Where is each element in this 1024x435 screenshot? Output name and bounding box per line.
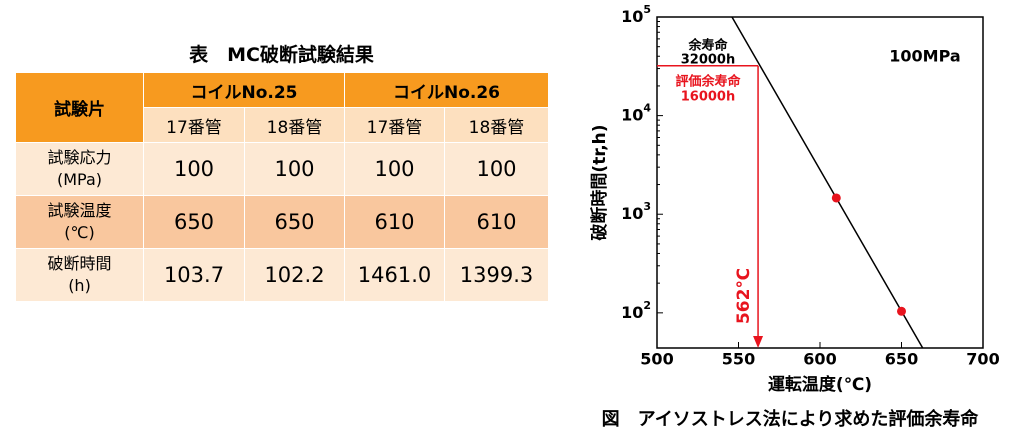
row-label: 試験応力 (MPa) <box>15 142 144 196</box>
row-label: 試験温度 (℃) <box>15 195 144 249</box>
row-label-line: 試験応力 <box>47 148 112 167</box>
x-tick-label: 500 <box>640 350 673 369</box>
header-row: 試験片 コイルNo.25 コイルNo.26 <box>15 72 549 143</box>
data-point <box>831 193 841 203</box>
annotation: 評価余寿命 <box>675 74 741 90</box>
cell: 1461.0 <box>344 248 445 302</box>
x-tick-label: 650 <box>885 350 918 369</box>
cell: 650 <box>143 195 245 249</box>
row-label-line: (℃) <box>64 223 95 242</box>
row: 試験応力 (MPa) 100 100 100 100 <box>15 142 549 196</box>
subheader-cell: 17番管 <box>143 107 245 143</box>
table-title: 表 MC破断試験結果 <box>189 44 374 66</box>
cell: 100 <box>143 142 245 196</box>
subheader-cell: 18番管 <box>444 107 549 143</box>
data-point <box>897 306 906 316</box>
x-tick-label: 550 <box>722 350 755 369</box>
x-tick-label: 700 <box>966 350 999 369</box>
y-tick-label: 103 <box>621 200 651 223</box>
annotation: 16000h <box>681 90 735 105</box>
cell: 100 <box>244 142 345 196</box>
y-tick-label: 105 <box>621 3 651 26</box>
y-tick-label: 102 <box>621 299 651 322</box>
y-tick-exp: 3 <box>643 200 651 213</box>
subheader-cell: 18番管 <box>244 107 345 143</box>
cell: 610 <box>444 195 549 249</box>
y-axis-label: 破断時間(tr,h) <box>589 124 610 240</box>
subheader-row: 17番管 18番管 17番管 18番管 <box>16 107 549 143</box>
row-label-line: (MPa) <box>56 170 103 189</box>
header-cell: コイルNo.25 <box>143 72 345 108</box>
row: 試験温度 (℃) 650 650 610 610 <box>15 195 549 249</box>
row-label-line: 試験温度 <box>47 201 112 220</box>
cell: 1399.3 <box>444 248 549 302</box>
y-tick-exp: 2 <box>643 299 651 312</box>
cell: 650 <box>244 195 345 249</box>
cell: 100 <box>444 142 549 196</box>
cell: 102.2 <box>244 248 345 302</box>
y-tick-base: 10 <box>621 204 643 223</box>
annotation: 32000h <box>681 53 735 68</box>
y-tick-base: 10 <box>621 7 643 26</box>
annotation: 余寿命 <box>687 38 728 54</box>
cell: 100 <box>344 142 445 196</box>
guide-arrow <box>753 336 764 348</box>
row-label: 破断時間 (h) <box>15 248 144 302</box>
x-axis-label: 運転温度(℃) <box>768 374 872 395</box>
cell: 103.7 <box>143 248 245 302</box>
row-label-line: 破断時間 <box>47 254 112 273</box>
life-line <box>731 16 924 349</box>
y-tick-label: 104 <box>621 102 651 125</box>
row: 破断時間 (h) 103.7 102.2 1461.0 1399.3 <box>15 248 549 302</box>
cell: 610 <box>344 195 445 249</box>
header-cell: コイルNo.26 <box>344 72 549 108</box>
y-tick-base: 10 <box>621 105 643 124</box>
table: 試験片 コイルNo.25 コイルNo.26 17番管 18番管 17番管 18番管試験応力 (… <box>15 72 549 302</box>
y-tick-exp: 5 <box>643 3 651 16</box>
x-tick-label: 600 <box>803 350 836 369</box>
condition-label: 100MPa <box>889 47 960 66</box>
row-label-line: (h) <box>68 276 91 295</box>
y-tick-exp: 4 <box>643 102 651 115</box>
y-tick-base: 10 <box>621 302 643 321</box>
guide-label: 562℃ <box>734 268 754 324</box>
caption: 図 アイソストレス法により求めた評価余寿命 <box>602 408 980 430</box>
